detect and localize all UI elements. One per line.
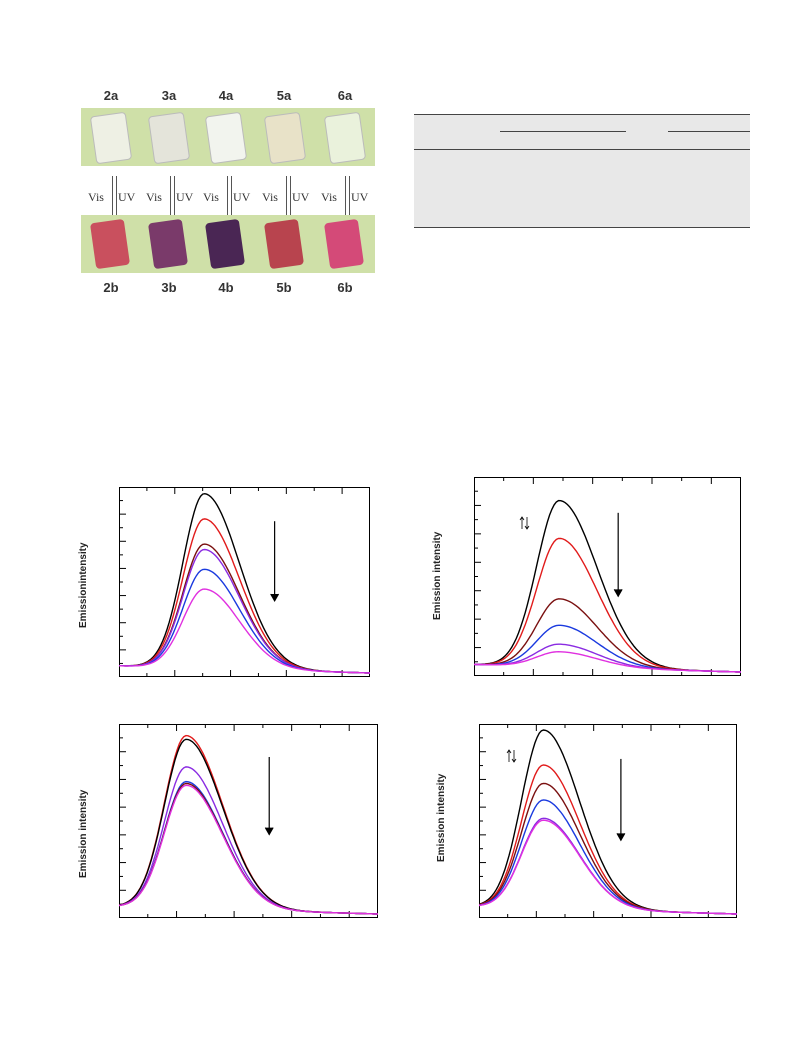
arrow-head-icon	[270, 593, 280, 603]
vis-label: Vis	[88, 190, 104, 204]
y-axis-label: Emission intensity	[78, 789, 89, 878]
chart-plot	[119, 487, 370, 677]
y-axis-label: Emission intensity	[432, 531, 443, 620]
reversible-arrow-icon	[112, 176, 117, 224]
table-header-rule	[414, 149, 750, 150]
crystal-label-top: 3a	[161, 88, 177, 103]
crystal-stone	[147, 111, 191, 165]
crystal-label-bottom: 2b	[103, 280, 119, 295]
series-line	[119, 492, 370, 674]
uv-label: UV	[118, 190, 136, 204]
crystal-photo-colored	[196, 215, 256, 273]
series-line	[119, 734, 378, 915]
arrow-head-icon	[616, 833, 626, 842]
series-line	[119, 518, 370, 674]
crystal-stone	[263, 218, 305, 270]
crystal-stone	[89, 111, 133, 165]
vis-uv-switch: Vis UV	[197, 168, 257, 228]
series-line	[474, 650, 741, 673]
up-down-arrows-icon	[519, 516, 530, 530]
series-line	[119, 784, 378, 915]
y-axis-label: Emissionintensity	[78, 542, 89, 628]
series-line	[474, 537, 741, 673]
plot-frame	[474, 477, 741, 676]
reversible-arrow-icon	[286, 176, 291, 224]
crystal-label-top: 4a	[218, 88, 234, 103]
vis-label: Vis	[262, 190, 278, 204]
vis-uv-switch: Vis UV	[82, 168, 142, 228]
reversible-arrow-icon	[345, 176, 350, 224]
crystal-stone	[204, 111, 248, 165]
crystal-label-bottom: 4b	[218, 280, 234, 295]
crystal-photo-colored	[139, 215, 199, 273]
vis-label: Vis	[203, 190, 219, 204]
arrow-head-icon	[264, 827, 274, 836]
crystal-photo-colorless	[139, 108, 199, 166]
crystal-photo-colored	[255, 215, 315, 273]
series-line	[479, 782, 737, 915]
series-line	[119, 766, 378, 915]
crystal-label-bottom: 6b	[337, 280, 353, 295]
y-axis-label: Emission intensity	[436, 773, 447, 862]
series-line	[474, 499, 741, 673]
crystal-stone	[263, 111, 307, 165]
crystal-stone	[323, 218, 365, 270]
up-down-arrows-icon	[506, 749, 517, 763]
crystal-photo-colorless	[255, 108, 315, 166]
chart-plot	[479, 724, 737, 918]
crystal-label-top: 2a	[103, 88, 119, 103]
table-group-rule	[668, 131, 750, 132]
chart-plot	[474, 477, 741, 676]
crystal-photo-colored	[315, 215, 375, 273]
vis-uv-switch: Vis UV	[140, 168, 200, 228]
reversible-arrow-icon	[170, 176, 175, 224]
uv-label: UV	[176, 190, 194, 204]
plot-frame	[119, 487, 370, 677]
crystal-stone	[323, 111, 367, 165]
series-line	[479, 817, 737, 915]
crystal-photo-colorless	[315, 108, 375, 166]
series-line	[479, 819, 737, 915]
vis-uv-switch: Vis UV	[315, 168, 375, 228]
crystal-stone	[204, 218, 246, 270]
uv-label: UV	[292, 190, 310, 204]
crystal-label-top: 5a	[276, 88, 292, 103]
series-line	[119, 588, 370, 674]
arrow-head-icon	[613, 589, 623, 598]
crystal-label-top: 6a	[337, 88, 353, 103]
vis-label: Vis	[146, 190, 162, 204]
table-group-rule	[500, 131, 626, 132]
chart-plot	[119, 724, 378, 918]
vis-uv-switch: Vis UV	[256, 168, 316, 228]
crystal-photo-colored	[81, 215, 141, 273]
series-line	[119, 738, 378, 915]
vis-label: Vis	[321, 190, 337, 204]
plot-frame	[479, 724, 737, 918]
series-line	[479, 729, 737, 915]
crystal-label-bottom: 3b	[161, 280, 177, 295]
crystal-photo-colorless	[81, 108, 141, 166]
uv-label: UV	[233, 190, 251, 204]
plot-frame	[119, 724, 378, 918]
uv-label: UV	[351, 190, 369, 204]
crystal-photo-colorless	[196, 108, 256, 166]
crystal-label-bottom: 5b	[276, 280, 292, 295]
reversible-arrow-icon	[227, 176, 232, 224]
data-table	[414, 114, 750, 228]
crystal-stone	[147, 218, 189, 270]
crystal-stone	[89, 218, 131, 270]
